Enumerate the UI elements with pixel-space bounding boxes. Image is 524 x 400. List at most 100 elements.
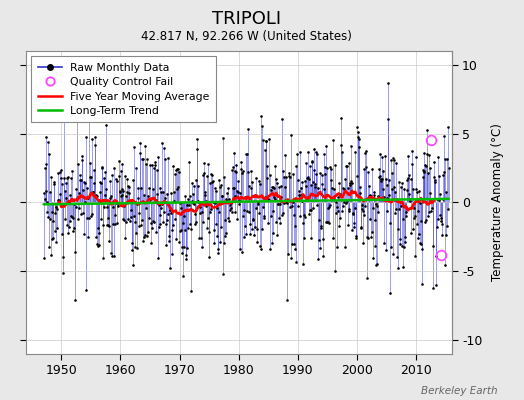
Point	[417, 281, 425, 287]
Point	[68, 168, 76, 174]
Point	[92, 234, 101, 240]
Point	[287, 131, 295, 138]
Point	[61, 216, 69, 222]
Point	[237, 159, 245, 165]
Point	[103, 204, 112, 210]
Point	[253, 226, 261, 232]
Point	[337, 207, 346, 214]
Point	[215, 209, 223, 215]
Point	[239, 234, 248, 240]
Point	[388, 186, 396, 193]
Point	[189, 191, 197, 197]
Point	[345, 206, 353, 212]
Point	[191, 210, 199, 217]
Point	[219, 270, 227, 277]
Point	[93, 241, 102, 248]
Point	[122, 193, 130, 199]
Point	[442, 188, 451, 195]
Point	[375, 174, 383, 181]
Point	[337, 142, 345, 148]
Point	[214, 250, 222, 256]
Point	[378, 154, 386, 160]
Point	[366, 192, 374, 198]
Point	[160, 209, 169, 215]
Point	[195, 235, 204, 242]
Point	[89, 189, 97, 195]
Point	[105, 178, 114, 184]
Point	[304, 211, 313, 218]
Point	[383, 208, 391, 215]
Point	[287, 254, 296, 261]
Point	[240, 207, 248, 214]
Point	[133, 245, 141, 251]
Point	[294, 177, 302, 183]
Point	[112, 176, 121, 182]
Point	[174, 168, 183, 175]
Point	[48, 236, 57, 242]
Point	[215, 184, 224, 190]
Point	[256, 181, 264, 187]
Point	[373, 261, 381, 267]
Point	[407, 230, 416, 236]
Point	[254, 201, 262, 208]
Point	[342, 198, 351, 204]
Point	[362, 164, 370, 170]
Point	[415, 231, 423, 238]
Point	[168, 250, 176, 257]
Point	[293, 151, 301, 158]
Point	[267, 187, 275, 194]
Point	[348, 180, 356, 186]
Point	[197, 200, 205, 206]
Point	[196, 204, 204, 211]
Point	[230, 150, 238, 157]
Point	[324, 219, 332, 226]
Point	[248, 216, 257, 222]
Point	[83, 214, 92, 221]
Point	[318, 180, 326, 187]
Point	[74, 205, 83, 211]
Point	[301, 177, 309, 184]
Point	[213, 205, 221, 211]
Point	[440, 169, 448, 175]
Point	[434, 154, 442, 160]
Point	[373, 203, 381, 209]
Point	[439, 196, 447, 202]
Point	[375, 166, 383, 172]
Point	[125, 190, 133, 197]
Point	[86, 174, 94, 180]
Point	[258, 137, 267, 143]
Point	[350, 224, 358, 230]
Point	[234, 189, 242, 196]
Point	[233, 188, 241, 194]
Point	[141, 205, 150, 212]
Point	[305, 207, 314, 213]
Point	[368, 166, 376, 172]
Point	[413, 235, 422, 241]
Point	[78, 157, 86, 164]
Point	[116, 168, 125, 174]
Point	[419, 174, 427, 180]
Point	[133, 201, 141, 207]
Point	[87, 212, 95, 219]
Point	[94, 224, 103, 231]
Point	[339, 185, 347, 191]
Legend: Raw Monthly Data, Quality Control Fail, Five Year Moving Average, Long-Term Tren: Raw Monthly Data, Quality Control Fail, …	[31, 56, 216, 122]
Point	[444, 205, 452, 212]
Point	[104, 223, 113, 230]
Point	[210, 240, 218, 246]
Point	[309, 204, 317, 211]
Point	[424, 213, 432, 220]
Point	[361, 150, 369, 156]
Point	[56, 191, 64, 197]
Point	[283, 297, 291, 303]
Point	[177, 227, 185, 233]
Point	[134, 194, 143, 201]
Point	[117, 192, 125, 199]
Point	[323, 164, 332, 171]
Point	[241, 194, 249, 201]
Point	[59, 270, 67, 277]
Point	[130, 244, 139, 250]
Point	[401, 208, 410, 215]
Point	[418, 246, 426, 252]
Point	[66, 192, 74, 198]
